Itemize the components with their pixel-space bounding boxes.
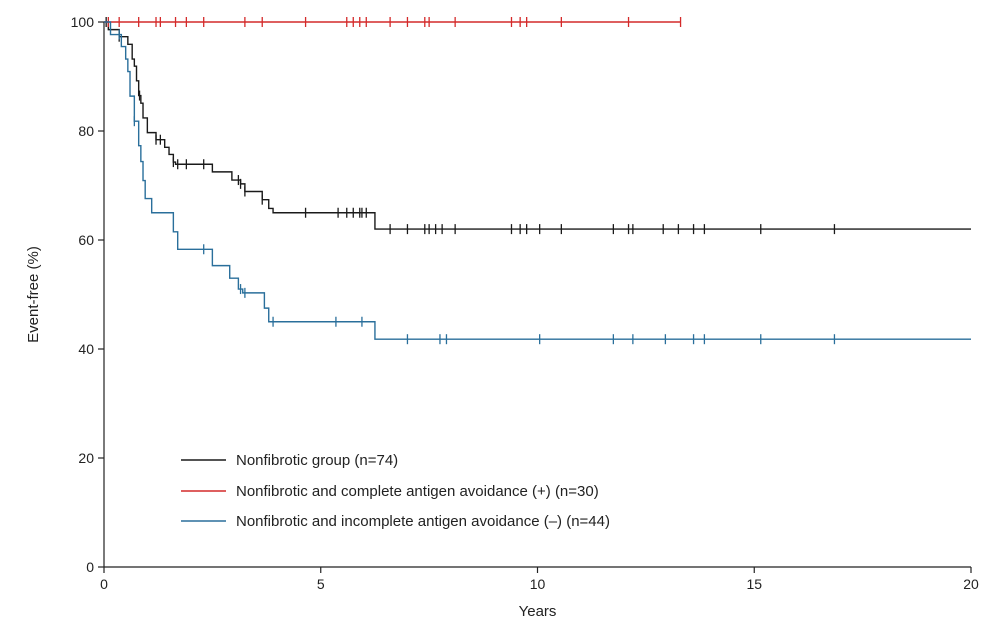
x-tick: 20 [963, 567, 979, 592]
legend-label-incomplete-avoidance: Nonfibrotic and incomplete antigen avoid… [236, 513, 610, 530]
series-layer [104, 17, 971, 345]
y-tick-label: 0 [86, 559, 94, 575]
x-tick-label: 20 [963, 576, 979, 592]
y-tick-label: 20 [78, 450, 94, 466]
y-tick-label: 40 [78, 341, 94, 357]
y-tick-label: 100 [71, 14, 95, 30]
y-tick: 40 [78, 341, 104, 357]
x-tick-label: 0 [100, 576, 108, 592]
x-tick: 5 [317, 567, 325, 592]
y-axis-ticks: 0 20 40 60 80 100 [71, 14, 104, 575]
y-tick-label: 80 [78, 123, 94, 139]
series-line-nonfibrotic [104, 21, 971, 230]
y-tick: 20 [78, 450, 104, 466]
y-tick: 0 [86, 559, 104, 575]
legend-label-nonfibrotic: Nonfibrotic group (n=74) [236, 452, 398, 469]
x-axis-label: Years [519, 603, 557, 620]
x-tick-label: 10 [530, 576, 546, 592]
x-tick: 15 [746, 567, 762, 592]
y-tick: 80 [78, 123, 104, 139]
legend: Nonfibrotic group (n=74) Nonfibrotic and… [181, 452, 610, 530]
axes: 0 5 10 15 20 0 20 40 60 80 100 [71, 14, 979, 592]
y-tick: 60 [78, 232, 104, 248]
x-tick: 0 [100, 567, 108, 592]
legend-label-complete-avoidance: Nonfibrotic and complete antigen avoidan… [236, 483, 599, 500]
series-line-incomplete-avoidance [104, 21, 971, 340]
y-axis-label: Event-free (%) [25, 246, 42, 343]
x-axis-ticks: 0 5 10 15 20 [100, 567, 979, 592]
y-tick: 100 [71, 14, 104, 30]
x-tick: 10 [530, 567, 546, 592]
y-tick-label: 60 [78, 232, 94, 248]
x-tick-label: 5 [317, 576, 325, 592]
x-tick-label: 15 [746, 576, 762, 592]
